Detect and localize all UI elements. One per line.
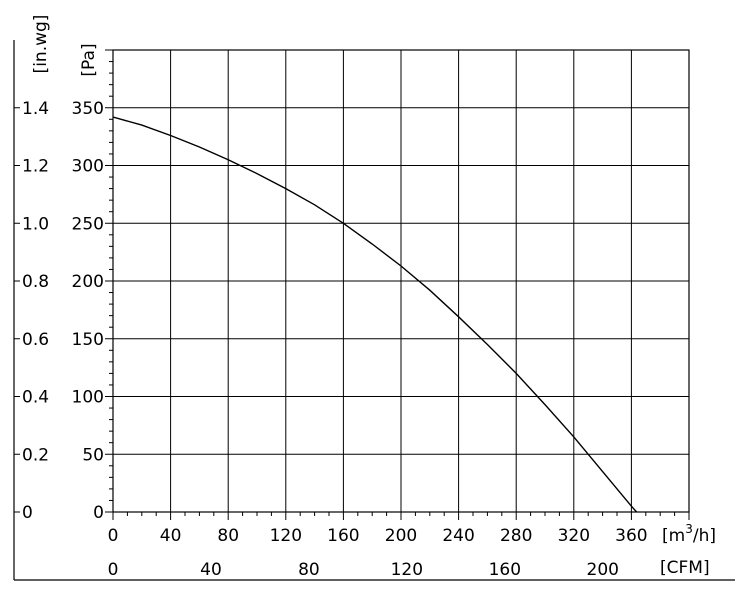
x-m3h-unit-suffix: /h] xyxy=(693,526,716,546)
y-pa-tick-label-50: 50 xyxy=(82,445,104,465)
x-m3h-tick-label-40: 40 xyxy=(160,526,182,546)
y-inwg-tick-label-4: 0.8 xyxy=(22,272,49,292)
x-cfm-tick-label-80: 80 xyxy=(298,560,320,580)
x-cfm-tick-label-160: 160 xyxy=(489,560,521,580)
y-pa-tick-label-300: 300 xyxy=(72,157,104,177)
y-pa-tick-label-350: 350 xyxy=(72,99,104,119)
y-inwg-tick-label-5: 1.0 xyxy=(22,214,49,234)
y-inwg-tick-label-6: 1.2 xyxy=(22,157,49,177)
y-inwg-tick-label-1: 0.2 xyxy=(22,445,49,465)
y-pa-unit-label: [Pa] xyxy=(79,43,99,76)
y-pa-tick-label-250: 250 xyxy=(72,214,104,234)
y-inwg-tick-label-3: 0.6 xyxy=(22,330,49,350)
x-m3h-unit-prefix: [m xyxy=(662,526,685,546)
x-m3h-unit-sup: 3 xyxy=(685,522,693,536)
series-layer xyxy=(113,116,638,512)
chart-frame xyxy=(13,40,735,581)
x-m3h-unit-label: [m3/h] xyxy=(662,522,716,546)
y-pa-tick-label-200: 200 xyxy=(72,272,104,292)
y-inwg-tick-label-7: 1.4 xyxy=(22,99,49,119)
x-m3h-tick-label-240: 240 xyxy=(442,526,474,546)
y-inwg-unit-label: [in.wg] xyxy=(31,15,51,74)
grid-lines xyxy=(113,50,689,512)
y-inwg-tick-label-2: 0.4 xyxy=(22,388,49,408)
x-m3h-tick-label-80: 80 xyxy=(217,526,239,546)
series-line-0 xyxy=(113,116,638,512)
y-pa-tick-label-0: 0 xyxy=(93,503,104,523)
y-pa-tick-label-150: 150 xyxy=(72,330,104,350)
x-cfm-tick-label-120: 120 xyxy=(391,560,423,580)
axis-labels: 05010015020025030035000.20.40.60.81.01.2… xyxy=(22,15,716,580)
x-m3h-tick-label-280: 280 xyxy=(500,526,532,546)
x-cfm-tick-label-40: 40 xyxy=(200,560,222,580)
y-pa-tick-label-100: 100 xyxy=(72,388,104,408)
x-m3h-tick-label-320: 320 xyxy=(558,526,590,546)
y-inwg-tick-label-0: 0 xyxy=(22,503,33,523)
x-cfm-tick-label-200: 200 xyxy=(587,560,619,580)
axis-ticks xyxy=(14,49,690,520)
x-m3h-tick-label-200: 200 xyxy=(385,526,417,546)
x-m3h-tick-label-0: 0 xyxy=(108,526,119,546)
x-m3h-tick-label-120: 120 xyxy=(270,526,302,546)
x-cfm-unit-label: [CFM] xyxy=(660,558,710,578)
x-cfm-tick-label-0: 0 xyxy=(108,560,119,580)
x-m3h-tick-label-360: 360 xyxy=(615,526,647,546)
x-m3h-tick-label-160: 160 xyxy=(327,526,359,546)
